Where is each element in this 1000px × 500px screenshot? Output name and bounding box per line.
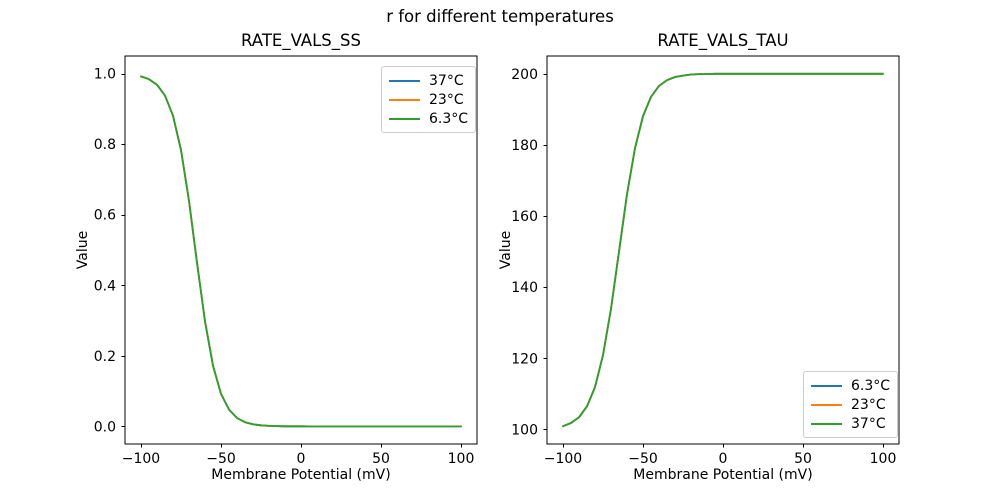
x-tick-label: −100 — [544, 451, 582, 467]
legend-entry-label: 6.3°C — [851, 377, 891, 394]
legend-entry-label: 6.3°C — [429, 110, 469, 127]
y-tick-label: 120 — [511, 351, 538, 367]
y-tick-label: 0.4 — [94, 278, 116, 294]
x-tick-label: −50 — [206, 451, 236, 467]
x-tick-label: −50 — [628, 451, 658, 467]
y-axis-label: Value — [75, 230, 91, 270]
legend-line-sample-37C — [389, 79, 420, 82]
y-tick-label: 0.0 — [94, 419, 116, 435]
legend-line-sample-23C — [811, 403, 842, 406]
y-axis-label: Value — [498, 230, 514, 270]
x-tick-label: 0 — [297, 451, 306, 467]
x-axis-label: Membrane Potential (mV) — [211, 467, 391, 483]
y-tick-label: 100 — [511, 422, 538, 438]
series-line-6.3C — [140, 75, 462, 428]
legend-line-sample-37C — [811, 422, 842, 425]
y-tick-label: 160 — [511, 209, 538, 225]
figure-suptitle: r for different temperatures — [386, 7, 614, 26]
legend-line-sample-6.3C — [389, 117, 420, 120]
legend-line-sample-6.3C — [811, 384, 842, 387]
y-tick-label: 200 — [511, 67, 538, 83]
y-tick-label: 1.0 — [94, 67, 116, 83]
legend-line-sample-23C — [389, 98, 420, 101]
legend: 6.3°C 23°C 37°C — [803, 371, 899, 438]
legend-entry: 6.3°C — [811, 376, 890, 395]
x-axis-label: Membrane Potential (mV) — [633, 467, 813, 483]
axes-title-rate-vals-tau: RATE_VALS_TAU — [657, 31, 789, 50]
series-line-37C — [562, 72, 884, 428]
legend-entry: 6.3°C — [389, 109, 468, 128]
x-tick-label: 100 — [448, 451, 475, 467]
legend: 37°C 23°C 6.3°C — [381, 66, 477, 133]
legend-entry-label: 37°C — [851, 415, 886, 432]
axes-title-rate-vals-ss: RATE_VALS_SS — [241, 31, 361, 50]
x-tick-label: 100 — [870, 451, 897, 467]
legend-entry: 23°C — [389, 90, 468, 109]
y-tick-label: 140 — [511, 280, 538, 296]
y-tick-label: 0.6 — [94, 208, 116, 224]
x-tick-label: 50 — [794, 451, 812, 467]
legend-entry-label: 23°C — [851, 396, 886, 413]
legend-entry: 37°C — [811, 414, 890, 433]
legend-entry: 37°C — [389, 71, 468, 90]
legend-entry: 23°C — [811, 395, 890, 414]
x-tick-label: −100 — [122, 451, 160, 467]
x-tick-label: 50 — [372, 451, 390, 467]
x-tick-label: 0 — [719, 451, 728, 467]
legend-entry-label: 23°C — [429, 91, 464, 108]
y-tick-label: 180 — [511, 138, 538, 154]
legend-entry-label: 37°C — [429, 72, 464, 89]
y-tick-label: 0.2 — [94, 349, 116, 365]
y-tick-label: 0.8 — [94, 137, 116, 153]
